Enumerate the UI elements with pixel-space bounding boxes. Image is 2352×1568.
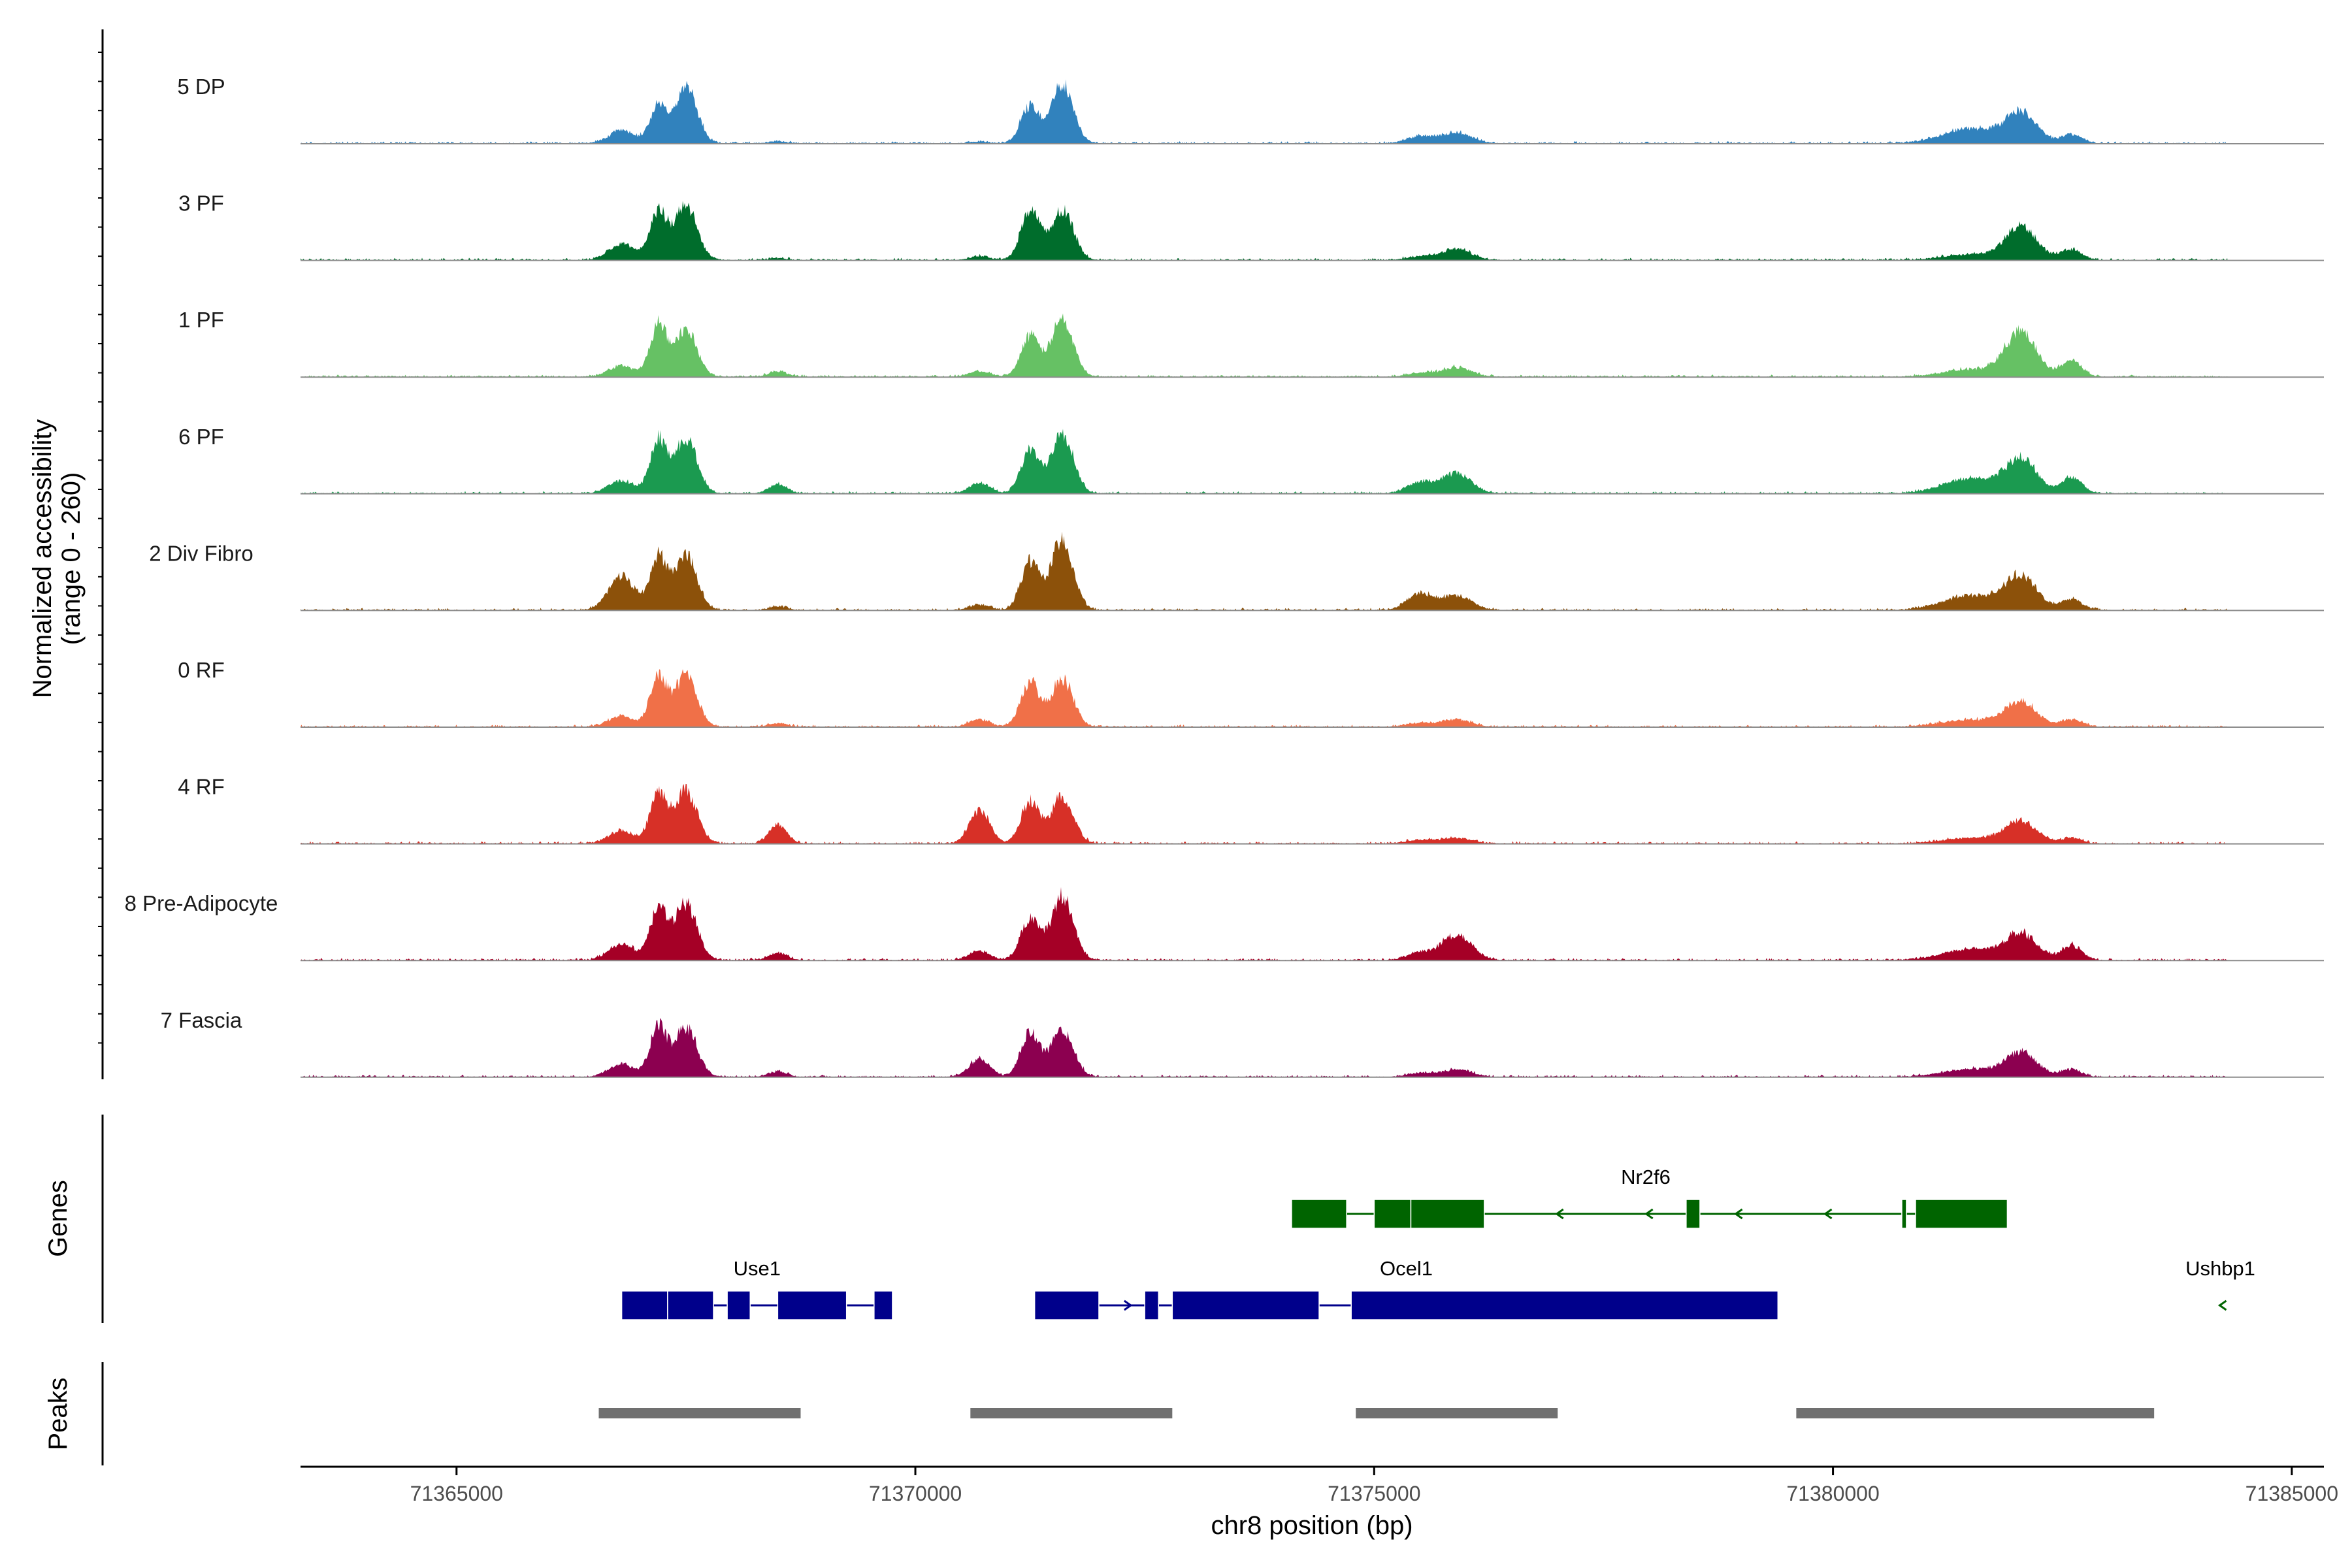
strand-arrow <box>1123 1299 1133 1311</box>
gene-label: Ushbp1 <box>2185 1257 2255 1280</box>
track-label: 7 Fascia <box>161 1008 242 1032</box>
x-axis: 71365000 71370000 71375000 71380000 71385000 <box>301 1465 2338 1505</box>
x-tick-label: 71375000 <box>1328 1482 1420 1505</box>
genes-panel-title: Genes <box>44 1180 73 1257</box>
strand-arrow <box>1733 1208 1743 1220</box>
track-7-fascia: 7 Fascia <box>161 1008 2324 1078</box>
peak-bar <box>970 1408 1173 1418</box>
gene-label: Use1 <box>734 1257 781 1280</box>
gene-exon <box>1034 1290 1100 1320</box>
track-6-pf: 6 PF <box>178 425 2324 495</box>
track-label: 1 PF <box>178 308 224 332</box>
gene-ushbp1: Ushbp1 <box>2185 1257 2255 1311</box>
gene-exon <box>621 1290 668 1320</box>
track-label: 4 RF <box>178 775 225 799</box>
gene-exon <box>1686 1199 1701 1229</box>
gene-use1: Use1 <box>621 1257 893 1320</box>
strand-arrow <box>1644 1208 1654 1220</box>
x-tick-label: 71380000 <box>1786 1482 1879 1505</box>
track-label: 3 PF <box>178 191 224 216</box>
track-label: 0 RF <box>178 658 225 682</box>
coverage-panel: 5 DP 3 PF 1 PF 6 PF 2 Div Fibro 0 RF 4 RF 8 Pre… <box>125 74 2324 1078</box>
coverage-area <box>301 531 2228 611</box>
gene-exon <box>1171 1290 1320 1320</box>
gene-nr2f6: Nr2f6 <box>1291 1166 2008 1229</box>
coverage-area <box>301 1018 2228 1077</box>
coverage-area <box>301 783 2228 844</box>
gene-label: Nr2f6 <box>1621 1166 1671 1188</box>
gene-exon <box>1410 1199 1485 1229</box>
gene-exon <box>1373 1199 1412 1229</box>
coverage-area <box>301 201 2228 261</box>
gene-exon <box>1350 1290 1779 1320</box>
peak-bar <box>1356 1408 1558 1418</box>
accessibility-y-axis <box>98 29 104 1079</box>
track-0-rf: 0 RF <box>178 658 2324 728</box>
coverage-area <box>301 313 2228 378</box>
strand-arrow <box>1555 1208 1564 1220</box>
gene-label: Ocel1 <box>1380 1257 1433 1280</box>
track-label: 2 Div Fibro <box>149 541 253 565</box>
coverage-area <box>301 887 2228 961</box>
y-axis-range: (range 0 - 260) <box>57 472 86 645</box>
track-8-pre-adipocyte: 8 Pre-Adipocyte <box>125 887 2324 962</box>
x-tick-label: 71365000 <box>410 1482 503 1505</box>
peak-bar <box>598 1408 801 1418</box>
strand-arrow <box>2217 1299 2227 1311</box>
strand-arrow <box>1823 1208 1833 1220</box>
coverage-area <box>301 669 2228 727</box>
track-4-rf: 4 RF <box>178 775 2324 845</box>
x-tick-label: 71385000 <box>2246 1482 2338 1505</box>
gene-exon <box>777 1290 847 1320</box>
gene-exon <box>1291 1199 1347 1229</box>
track-label: 6 PF <box>178 425 224 449</box>
track-2-div-fibro: 2 Div Fibro <box>149 531 2324 612</box>
coverage-area <box>301 429 2228 494</box>
gene-exon <box>667 1290 714 1320</box>
y-axis-title: Normalized accessibility <box>28 419 57 698</box>
track-1-pf: 1 PF <box>178 308 2324 378</box>
track-3-pf: 3 PF <box>178 191 2324 261</box>
gene-exon <box>727 1290 751 1320</box>
gene-exon <box>874 1290 893 1320</box>
track-5-dp: 5 DP <box>177 74 2324 144</box>
track-label: 8 Pre-Adipocyte <box>125 891 278 915</box>
gene-exon <box>1915 1199 2008 1229</box>
gene-ocel1: Ocel1 <box>1034 1257 1779 1320</box>
gene-exon <box>1144 1290 1159 1320</box>
track-label: 5 DP <box>177 74 225 99</box>
y-axis-ticks <box>98 52 103 1044</box>
peaks-panel-title: Peaks <box>44 1377 73 1450</box>
coverage-area <box>301 79 2228 144</box>
peak-bar <box>1796 1408 2155 1418</box>
peaks-panel: Peaks <box>44 1362 2155 1465</box>
x-tick-label: 71370000 <box>869 1482 962 1505</box>
gene-exon <box>1901 1199 1907 1229</box>
genes-panel: Genes Nr2f6 Use1 Ocel1 Ushbp1 <box>44 1115 2255 1323</box>
x-axis-title: chr8 position (bp) <box>1211 1511 1413 1540</box>
